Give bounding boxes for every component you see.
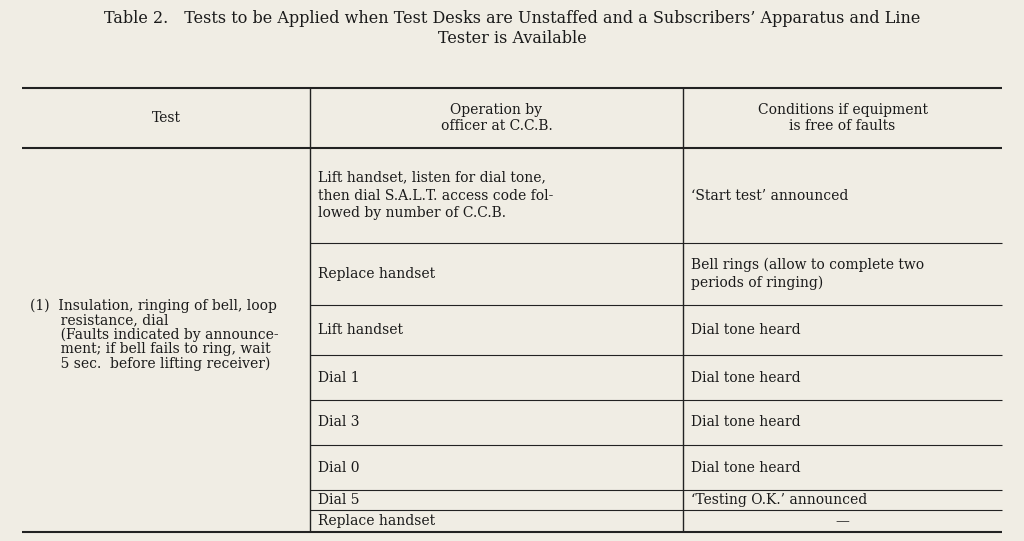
Text: ‘Testing O.K.’ announced: ‘Testing O.K.’ announced	[691, 493, 867, 507]
Text: ment; if bell fails to ring, wait: ment; if bell fails to ring, wait	[30, 342, 270, 357]
Text: Dial tone heard: Dial tone heard	[691, 460, 801, 474]
Text: Replace handset: Replace handset	[318, 267, 435, 281]
Text: ‘Start test’ announced: ‘Start test’ announced	[691, 188, 848, 202]
Text: Lift handset, listen for dial tone,
then dial S.A.L.T. access code fol-
lowed by: Lift handset, listen for dial tone, then…	[318, 170, 553, 220]
Text: Replace handset: Replace handset	[318, 514, 435, 528]
Text: Bell rings (allow to complete two
periods of ringing): Bell rings (allow to complete two period…	[691, 258, 924, 291]
Text: Test: Test	[152, 111, 180, 125]
Text: (Faults indicated by announce-: (Faults indicated by announce-	[30, 328, 279, 342]
Text: Dial tone heard: Dial tone heard	[691, 415, 801, 430]
Text: Dial 3: Dial 3	[318, 415, 359, 430]
Text: Tester is Available: Tester is Available	[437, 30, 587, 47]
Text: Dial tone heard: Dial tone heard	[691, 371, 801, 385]
Text: (1)  Insulation, ringing of bell, loop: (1) Insulation, ringing of bell, loop	[30, 299, 276, 313]
Text: Dial tone heard: Dial tone heard	[691, 323, 801, 337]
Text: Operation by
officer at C.C.B.: Operation by officer at C.C.B.	[440, 103, 552, 133]
Text: Lift handset: Lift handset	[318, 323, 403, 337]
Text: Dial 5: Dial 5	[318, 493, 359, 507]
Text: resistance, dial: resistance, dial	[30, 313, 169, 327]
Text: Conditions if equipment
is free of faults: Conditions if equipment is free of fault…	[758, 103, 928, 133]
Text: —: —	[836, 514, 850, 528]
Text: Table 2. Tests to be Applied when Test Desks are Unstaffed and a Subscribers’ Ap: Table 2. Tests to be Applied when Test D…	[103, 10, 921, 27]
Text: 5 sec.  before lifting receiver): 5 sec. before lifting receiver)	[30, 357, 270, 371]
Text: Dial 1: Dial 1	[318, 371, 359, 385]
Text: Dial 0: Dial 0	[318, 460, 359, 474]
